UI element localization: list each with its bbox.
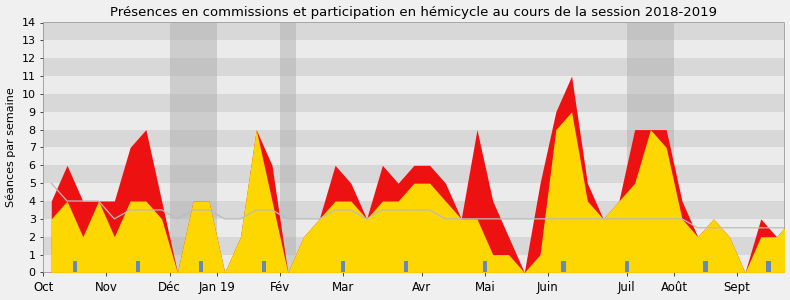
Bar [703,261,708,272]
Bar [626,22,674,272]
Bar [43,165,784,183]
Bar [43,22,784,40]
Bar [43,148,784,165]
Bar [43,237,784,255]
Bar [136,261,140,272]
Bar [43,112,784,130]
Bar [262,261,266,272]
Bar [625,261,629,272]
Bar [43,201,784,219]
Bar [43,58,784,76]
Y-axis label: Séances par semaine: Séances par semaine [6,88,16,207]
Bar [43,130,784,148]
Bar [170,22,216,272]
Title: Présences en commissions et participation en hémicycle au cours de la session 20: Présences en commissions et participatio… [111,6,717,19]
Bar [43,94,784,112]
Bar [340,261,345,272]
Bar [280,22,295,272]
Bar [483,261,487,272]
Bar [199,261,203,272]
Bar [562,261,566,272]
Bar [766,261,771,272]
Bar [43,76,784,94]
Bar [43,40,784,58]
Bar [404,261,408,272]
Bar [43,183,784,201]
Bar [43,4,784,22]
Bar [73,261,77,272]
Bar [43,255,784,272]
Bar [43,219,784,237]
